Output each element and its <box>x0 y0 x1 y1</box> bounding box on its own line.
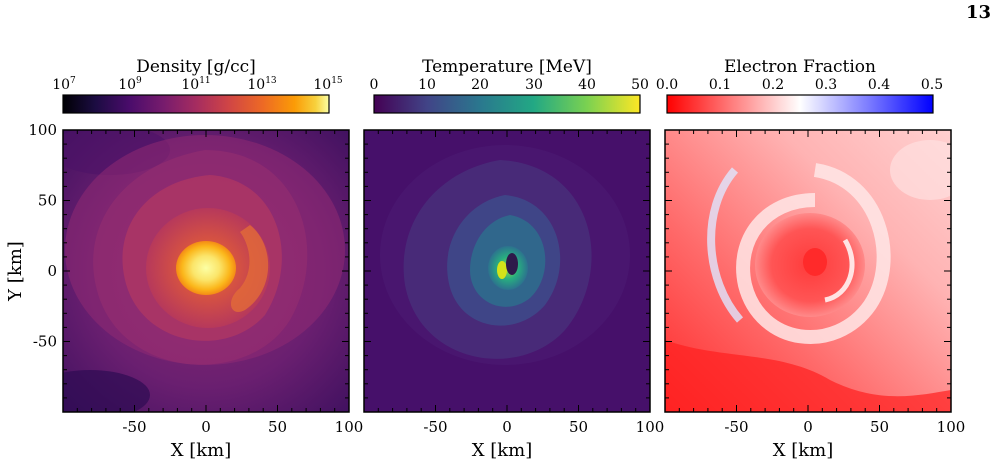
density-tick-2: 1011 <box>181 76 210 93</box>
x-tick-label: 0 <box>803 418 813 436</box>
density-colorbar-label: Density [g/cc] <box>136 57 256 77</box>
electron-fraction-colorbar-ticks: 0.0 0.1 0.2 0.3 0.4 0.5 <box>656 77 943 93</box>
temperature-tick-5: 50 <box>631 77 649 93</box>
x-tick-label: 0 <box>201 418 211 436</box>
x-tick-label: -50 <box>122 418 146 436</box>
x-tick-label: -50 <box>423 418 447 436</box>
y-axis-label: Y [km] <box>5 241 26 302</box>
temperature-tick-0: 0 <box>370 77 379 93</box>
density-tick-0: 107 <box>52 76 76 93</box>
density-tick-3: 1013 <box>247 76 277 93</box>
density-tick-1: 109 <box>118 76 142 93</box>
axis-ticks: -50 0 50 100 X [km] 100 50 0 -50 Y [km] -50 0 50 100 X… <box>5 121 965 461</box>
electron-fraction-tick-5: 0.5 <box>921 77 943 93</box>
temperature-tick-2: 20 <box>471 77 489 93</box>
y-tick-label: 100 <box>28 121 57 139</box>
temperature-map <box>364 130 650 412</box>
x-tick-label: 100 <box>335 418 364 436</box>
electron-fraction-tick-3: 0.3 <box>815 77 837 93</box>
x-tick-label: 100 <box>636 418 665 436</box>
temperature-tick-1: 10 <box>418 77 436 93</box>
electron-fraction-tick-0: 0.0 <box>656 77 678 93</box>
temperature-colorbar-ticks: 0 10 20 30 40 50 <box>370 77 649 93</box>
density-panel: Density [g/cc] 107 109 1011 1013 1015 <box>52 57 350 413</box>
electron-fraction-panel: Electron Fraction 0.0 0.1 0.2 0.3 0.4 0.… <box>656 57 952 413</box>
y-tick-label: 50 <box>38 192 57 210</box>
y-tick-label: 0 <box>47 262 57 280</box>
x-tick-label: 50 <box>569 418 588 436</box>
temperature-panel: Temperature [MeV] 0 10 20 30 40 50 <box>363 57 651 413</box>
x-tick-label: 50 <box>268 418 287 436</box>
density-tick-4: 1015 <box>313 76 343 93</box>
x-axis-label: X [km] <box>472 440 533 461</box>
electron-fraction-colorbar <box>666 94 934 114</box>
density-colorbar <box>62 94 330 114</box>
electron-fraction-tick-2: 0.2 <box>762 77 784 93</box>
density-map <box>63 130 349 412</box>
density-colorbar-ticks: 107 109 1011 1013 1015 <box>52 76 343 93</box>
x-axis-label: X [km] <box>773 440 834 461</box>
x-tick-label: 50 <box>870 418 889 436</box>
electron-fraction-map <box>665 130 951 412</box>
temperature-tick-4: 40 <box>578 77 596 93</box>
x-axis-label: X [km] <box>171 440 232 461</box>
temperature-colorbar <box>373 94 641 114</box>
x-tick-label: 100 <box>937 418 966 436</box>
temperature-colorbar-label: Temperature [MeV] <box>422 57 592 77</box>
page-number: 13 <box>965 2 991 23</box>
electron-fraction-tick-4: 0.4 <box>868 77 890 93</box>
x-tick-label: 0 <box>502 418 512 436</box>
electron-fraction-colorbar-label: Electron Fraction <box>724 57 876 77</box>
x-tick-label: -50 <box>724 418 748 436</box>
electron-fraction-tick-1: 0.1 <box>709 77 731 93</box>
y-tick-label: -50 <box>33 333 57 351</box>
temperature-tick-3: 30 <box>525 77 543 93</box>
